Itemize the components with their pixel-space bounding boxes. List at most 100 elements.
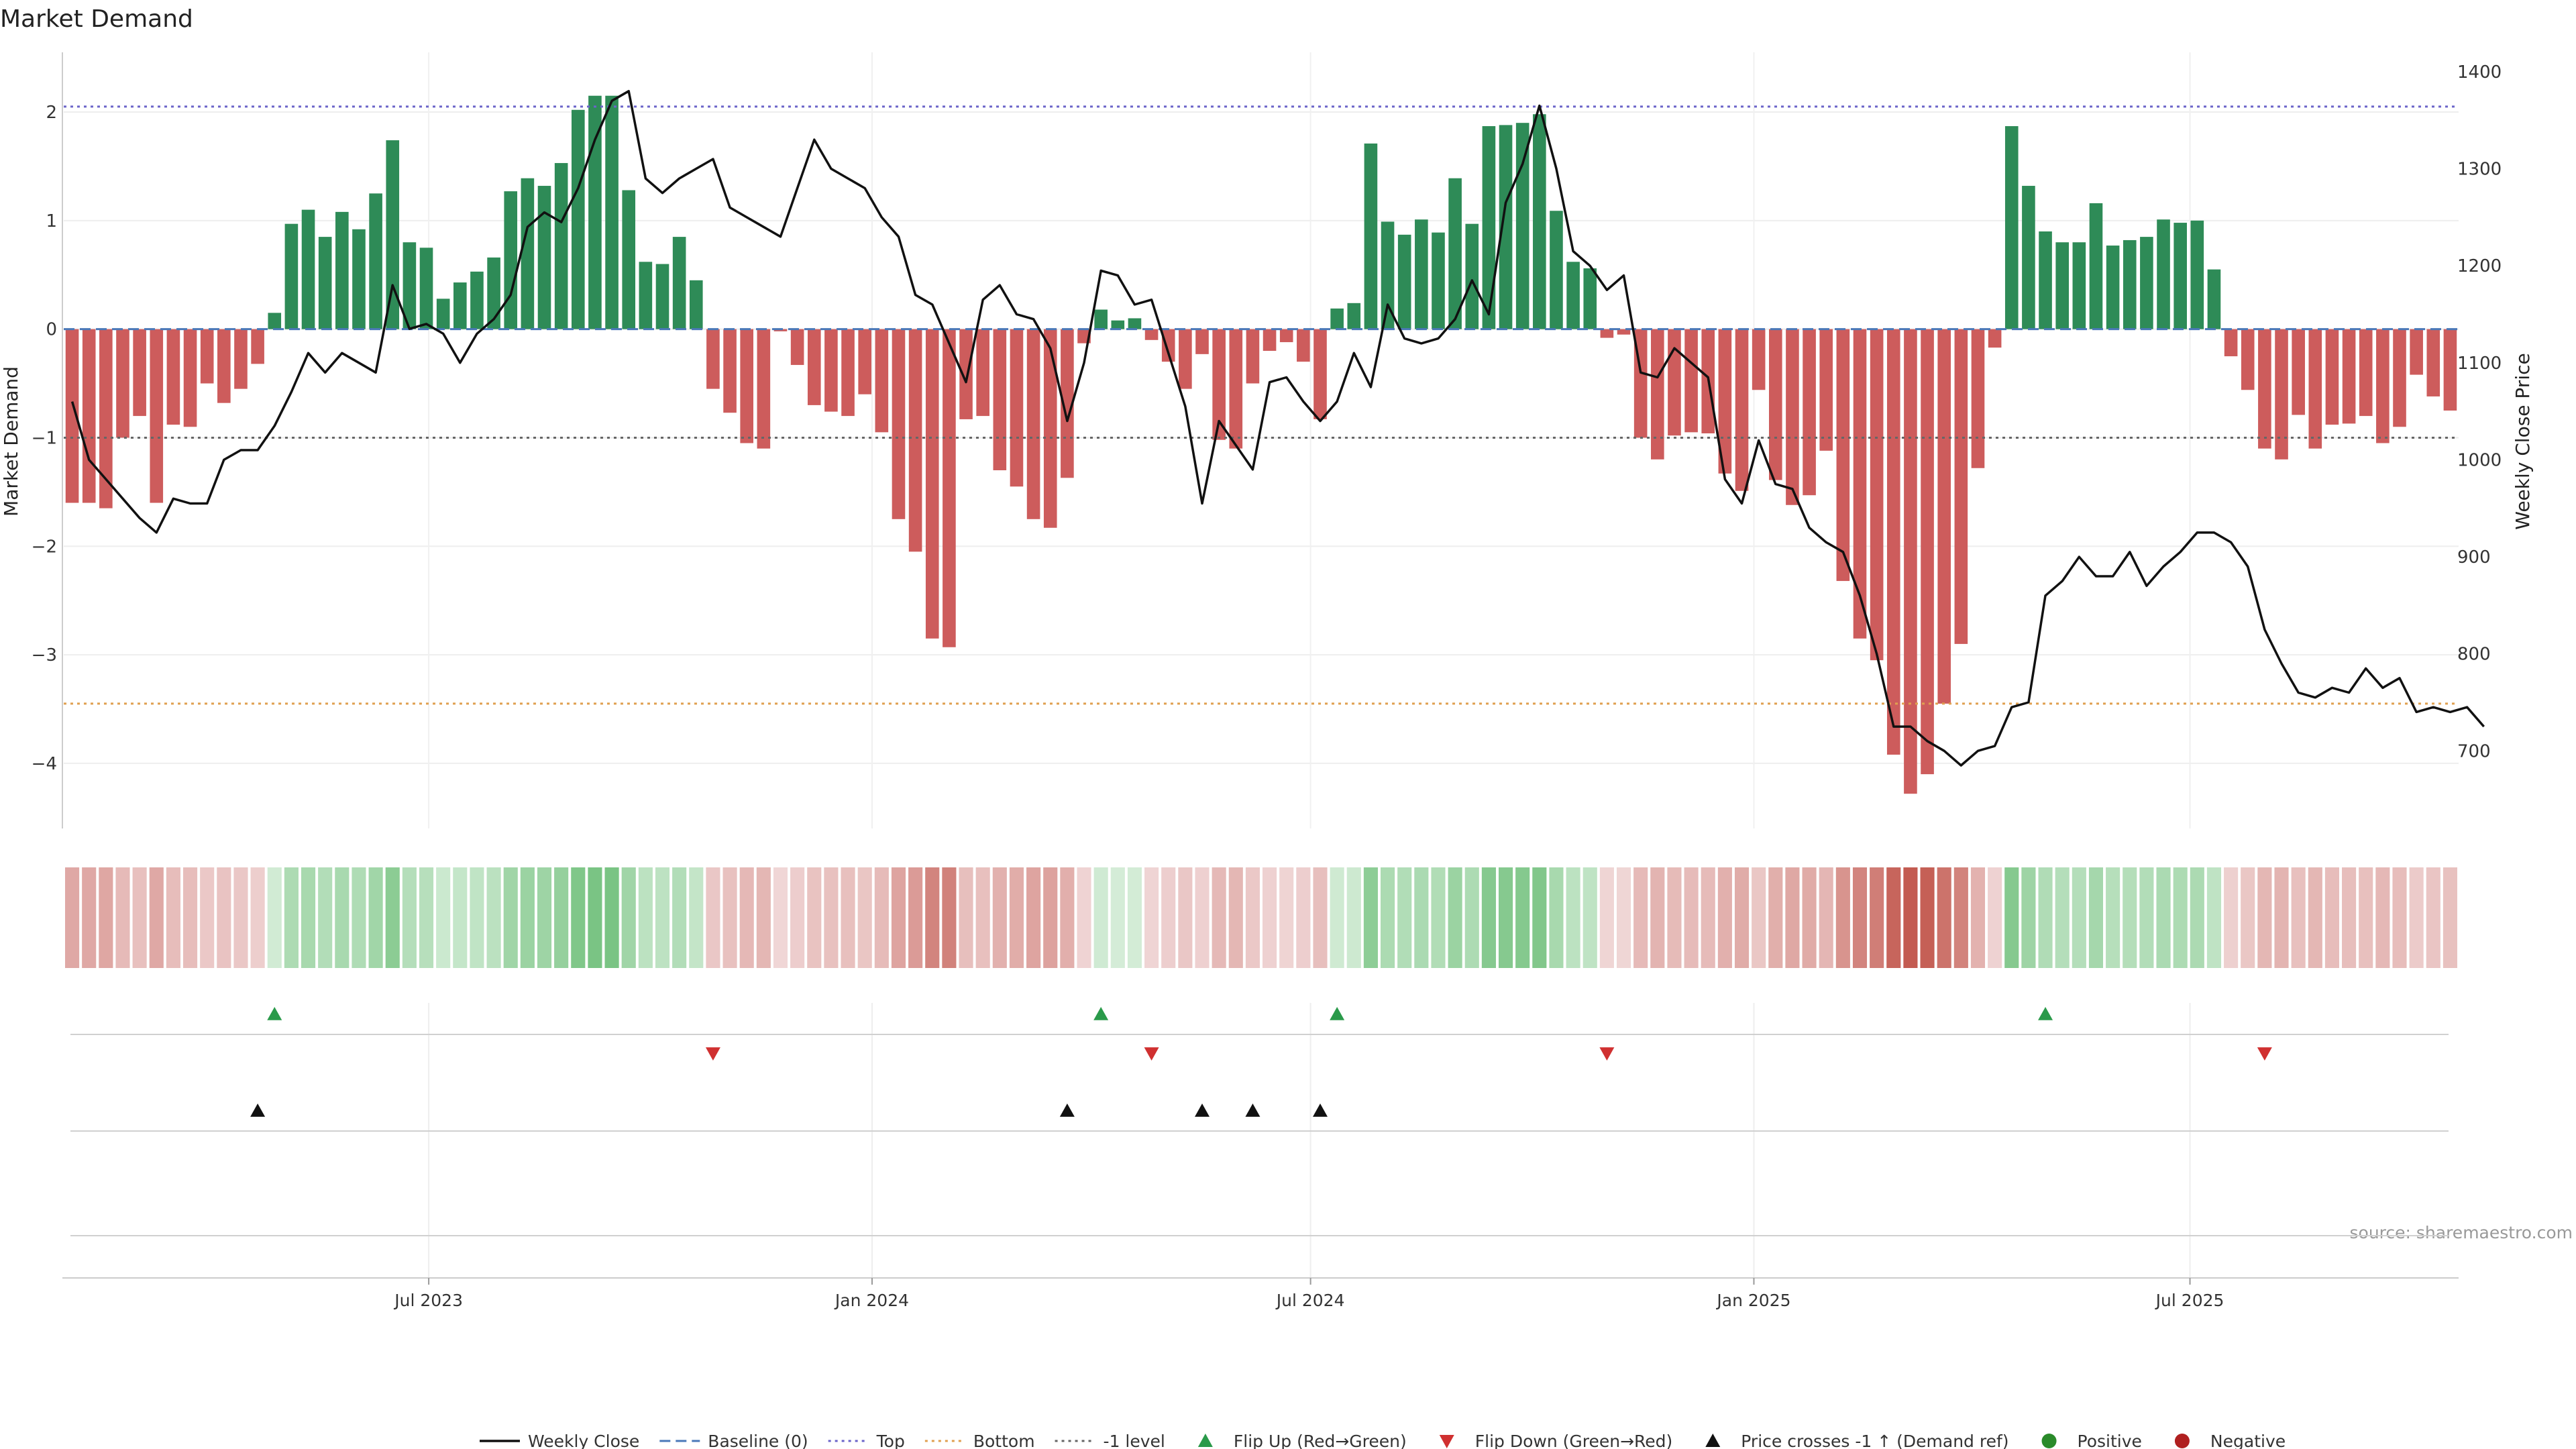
heat-cell — [2443, 867, 2457, 968]
demand-bar — [2376, 329, 2390, 443]
demand-bar — [1313, 329, 1327, 419]
heat-cell — [2055, 867, 2070, 968]
demand-bar — [419, 248, 433, 329]
demand-bar — [554, 163, 568, 329]
heat-cell — [2224, 867, 2239, 968]
y-tick-label-left: 1 — [46, 211, 57, 231]
flip-up-marker — [2038, 1007, 2053, 1020]
y-tick-label-left: −1 — [32, 428, 57, 448]
demand-bar — [1195, 329, 1209, 354]
demand-bar — [588, 95, 602, 329]
heat-cell — [402, 867, 417, 968]
demand-bar — [1094, 309, 1108, 329]
demand-bar — [807, 329, 821, 405]
demand-bar — [875, 329, 889, 433]
heat-cell — [790, 867, 805, 968]
heat-cell — [1937, 867, 1951, 968]
heat-cell — [874, 867, 889, 968]
legend-label: -1 level — [1104, 1432, 1165, 1449]
heat-cell — [1161, 867, 1176, 968]
demand-bar — [65, 329, 79, 503]
demand-bar — [537, 186, 551, 329]
demand-bar — [1937, 329, 1951, 704]
heat-cell — [419, 867, 434, 968]
demand-bar — [706, 329, 720, 389]
demand-bar — [1246, 329, 1260, 384]
heat-cell — [1397, 867, 1412, 968]
heat-cell — [267, 867, 282, 968]
heat-cell — [857, 867, 872, 968]
demand-bar — [959, 329, 973, 419]
price-cross-marker — [1059, 1104, 1075, 1117]
heat-cell — [82, 867, 97, 968]
demand-bar — [1886, 329, 1900, 755]
legend-label: Bottom — [973, 1432, 1035, 1449]
heat-cell — [1903, 867, 1918, 968]
heat-cell — [486, 867, 501, 968]
heat-cell — [1195, 867, 1210, 968]
heat-cell — [1414, 867, 1429, 968]
y-axis-left-label: Market Demand — [0, 366, 22, 517]
heat-cell — [2190, 867, 2204, 968]
heat-cell — [2426, 867, 2440, 968]
heat-cell — [1060, 867, 1075, 968]
x-tick-label: Jan 2024 — [834, 1291, 909, 1310]
demand-bar — [976, 329, 989, 417]
demand-bar — [1786, 329, 1799, 505]
heat-cell — [1599, 867, 1614, 968]
heat-cell — [824, 867, 839, 968]
heat-cell — [807, 867, 822, 968]
heat-cell — [2308, 867, 2322, 968]
heat-cell — [115, 867, 130, 968]
demand-bar — [386, 140, 400, 329]
heat-cell — [1819, 867, 1833, 968]
legend-swatch-dot — [2174, 1434, 2190, 1448]
heat-cell — [217, 867, 231, 968]
price-cross-marker — [1195, 1104, 1210, 1117]
demand-bar — [2292, 329, 2305, 415]
demand-bar — [1043, 329, 1057, 528]
heat-cell — [1616, 867, 1631, 968]
demand-bar — [773, 329, 788, 331]
heat-cell — [2088, 867, 2104, 968]
heat-cell — [2324, 867, 2340, 968]
heat-cell — [672, 867, 687, 968]
legend-label: Baseline (0) — [708, 1432, 808, 1449]
demand-bar — [858, 329, 871, 394]
demand-bar — [1061, 329, 1074, 478]
demand-bar — [1921, 329, 1934, 775]
heat-cell — [520, 867, 535, 968]
demand-bar — [453, 282, 467, 329]
demand-bar — [1566, 262, 1580, 329]
heat-cell — [1970, 867, 1986, 968]
reference-lines — [64, 105, 2459, 705]
heat-cell — [470, 867, 484, 968]
heat-cell — [2342, 867, 2357, 968]
heat-cell — [689, 867, 704, 968]
demand-bar — [2426, 329, 2440, 396]
y-tick-label-right: 1200 — [2457, 256, 2502, 276]
legend-label: Flip Up (Red→Green) — [1234, 1432, 1407, 1449]
heat-cell — [65, 867, 80, 968]
demand-bar — [402, 242, 417, 329]
demand-bar — [841, 329, 855, 417]
demand-bar — [1768, 329, 1782, 480]
legend: Weekly Close Baseline (0) Top Bottom -1 leve… — [480, 1432, 2286, 1449]
flip-down-marker — [2257, 1047, 2272, 1061]
heat-cell — [1752, 867, 1766, 968]
demand-bar — [892, 329, 906, 519]
heat-cell — [284, 867, 299, 968]
heat-cell — [1802, 867, 1817, 968]
event-marker-rows — [70, 1007, 2449, 1236]
demand-bar — [1668, 329, 1681, 436]
demand-bar — [1465, 223, 1479, 329]
demand-bar — [1651, 329, 1664, 460]
demand-bar — [251, 329, 264, 364]
x-axis: Jul 2023 Jan 2024 Jul 2024 Jan 2025 Jul 2025 — [62, 1277, 2459, 1310]
demand-bar — [1263, 329, 1277, 351]
demand-bar — [2022, 186, 2035, 329]
demand-bar — [1364, 143, 1378, 329]
demand-bar — [2123, 239, 2137, 329]
demand-bar — [1600, 329, 1614, 338]
heat-cell — [1144, 867, 1159, 968]
